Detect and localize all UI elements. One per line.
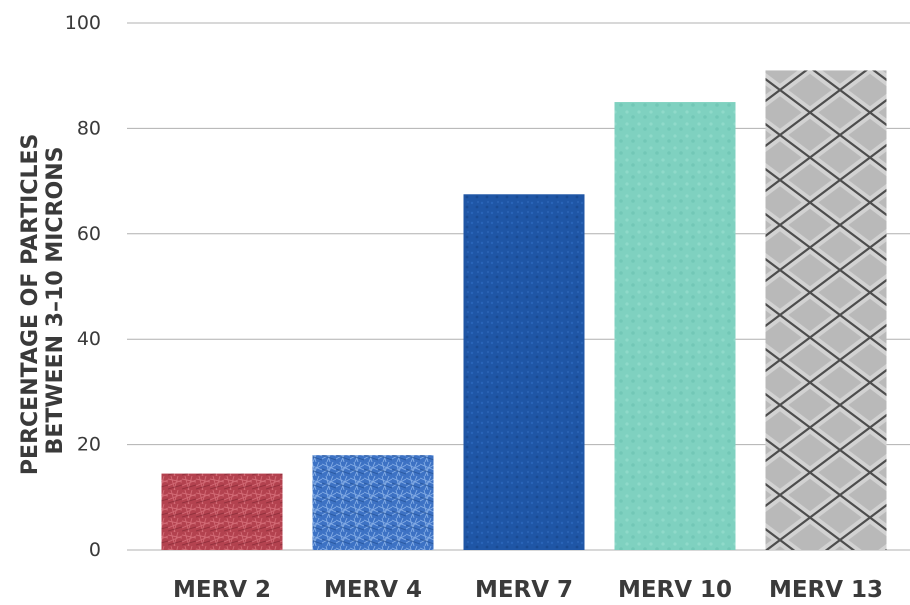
y-axis-title-line-1: PERCENTAGE OF PARTICLES xyxy=(18,134,43,475)
y-tick-label: 80 xyxy=(77,117,101,139)
x-category-label: MERV 2 xyxy=(173,577,271,603)
y-tick-label: 40 xyxy=(77,328,101,350)
bar-merv-2 xyxy=(161,473,283,550)
y-axis-title: PERCENTAGE OF PARTICLES BETWEEN 3–10 MIC… xyxy=(18,126,68,475)
y-tick-label: 0 xyxy=(89,539,101,561)
bar-merv-13 xyxy=(765,70,887,551)
x-category-label: MERV 10 xyxy=(618,577,732,603)
y-axis-title-line-2: BETWEEN 3–10 MICRONS xyxy=(43,147,68,455)
x-axis-labels: MERV 2 MERV 4 MERV 7 MERV 10 MERV 13 xyxy=(173,577,883,603)
y-axis-ticks: 0 20 40 60 80 100 xyxy=(65,12,101,561)
x-category-label: MERV 13 xyxy=(769,577,883,603)
bar-merv-10 xyxy=(614,102,736,551)
y-tick-label: 60 xyxy=(77,223,101,245)
x-category-label: MERV 4 xyxy=(324,577,422,603)
bar-merv-4 xyxy=(312,455,434,550)
y-tick-label: 20 xyxy=(77,434,101,456)
bar-merv-7 xyxy=(463,194,585,550)
y-tick-label: 100 xyxy=(65,12,101,34)
x-category-label: MERV 7 xyxy=(475,577,573,603)
bars xyxy=(161,70,887,551)
